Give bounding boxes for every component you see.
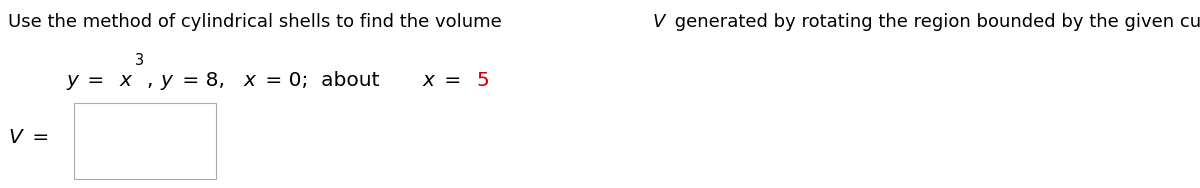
Text: =: = <box>26 128 49 147</box>
Text: x: x <box>422 71 434 90</box>
Text: V: V <box>8 128 22 147</box>
Text: 3: 3 <box>134 53 144 68</box>
Text: 5: 5 <box>476 71 490 90</box>
Text: =: = <box>438 71 468 90</box>
Text: y: y <box>66 71 78 90</box>
Text: ,: , <box>146 71 157 90</box>
Text: =: = <box>82 71 110 90</box>
Text: Use the method of cylindrical shells to find the volume: Use the method of cylindrical shells to … <box>8 13 508 31</box>
Text: V: V <box>653 13 665 31</box>
Text: y: y <box>160 71 172 90</box>
Text: x: x <box>244 71 256 90</box>
Text: = 0;  about: = 0; about <box>259 71 386 90</box>
Text: generated by rotating the region bounded by the given curves about the specified: generated by rotating the region bounded… <box>668 13 1200 31</box>
Text: = 8,: = 8, <box>175 71 228 90</box>
FancyBboxPatch shape <box>74 103 216 179</box>
Text: x: x <box>120 71 132 90</box>
